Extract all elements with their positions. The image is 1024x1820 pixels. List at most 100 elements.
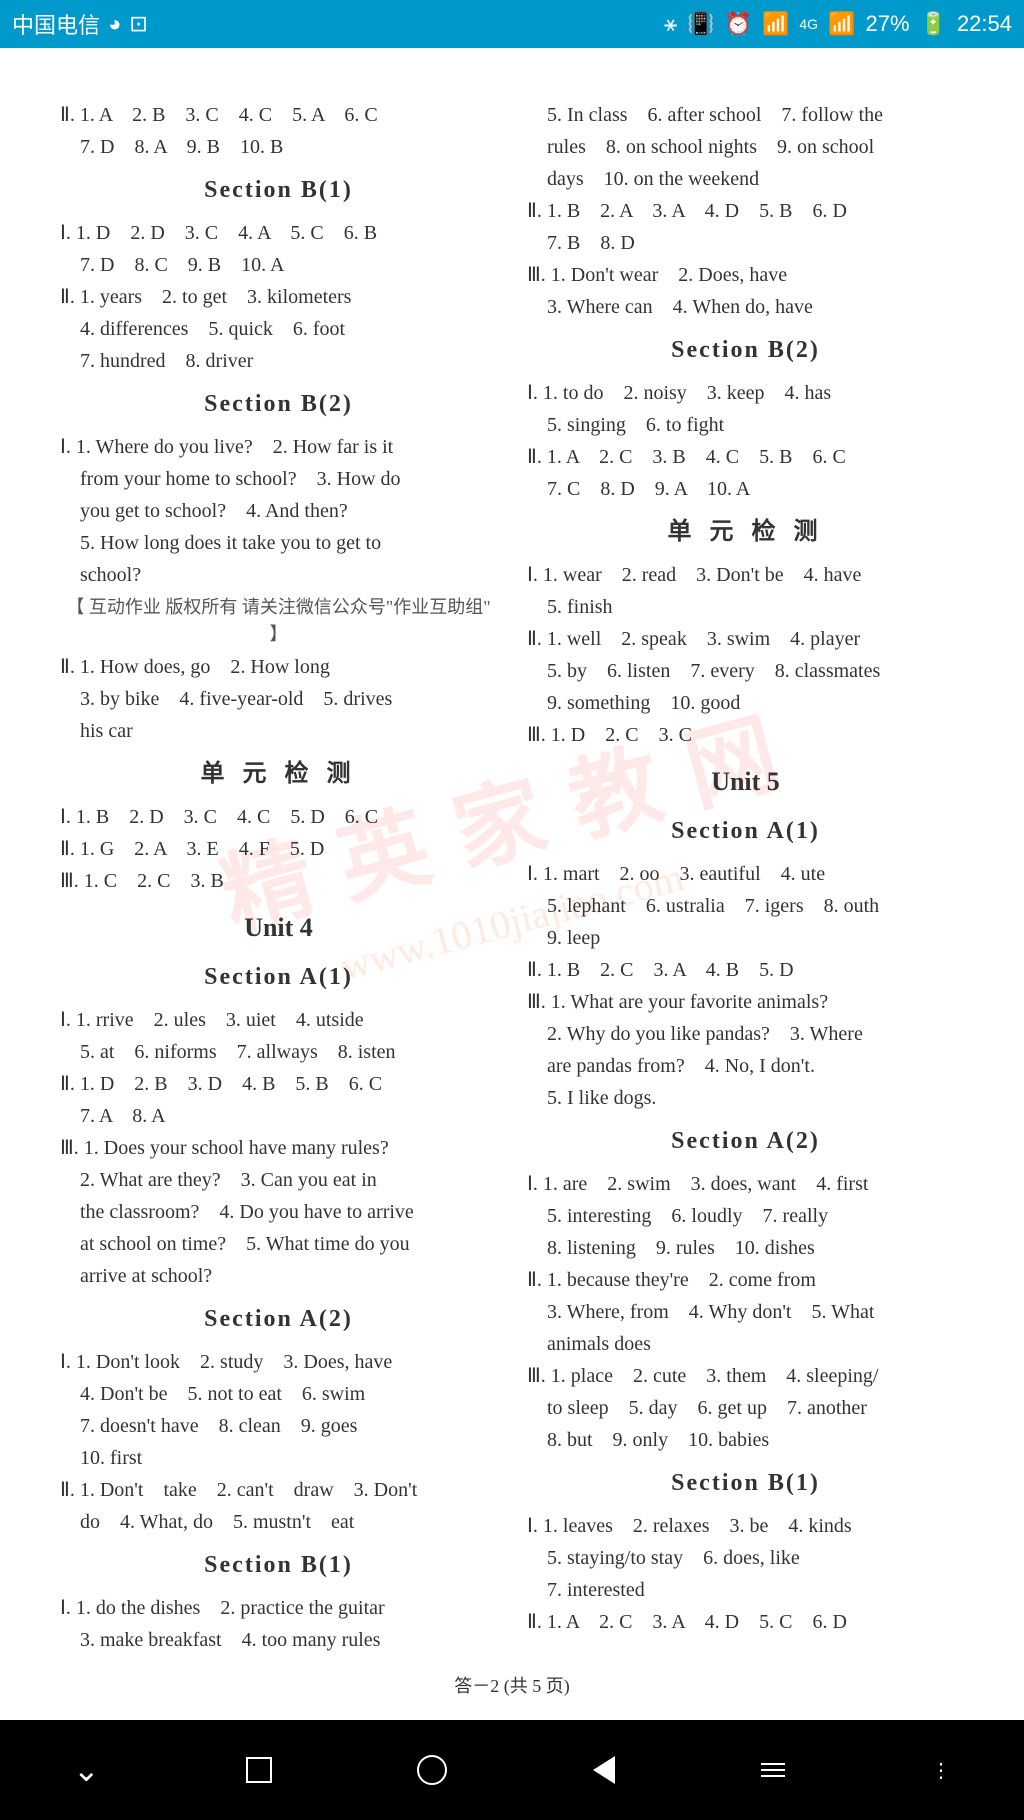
text-line: you get to school? 4. And then?: [60, 496, 497, 526]
text-line: 3. Where, from 4. Why don't 5. What: [527, 1297, 964, 1327]
unit-test-heading: 单 元 检 测: [527, 514, 964, 550]
text-line: 4. differences 5. quick 6. foot: [60, 314, 497, 344]
text-line: Ⅱ. 1. years 2. to get 3. kilometers: [60, 282, 497, 312]
nav-back-button[interactable]: [593, 1756, 615, 1784]
nav-home-button[interactable]: [417, 1755, 447, 1785]
section-heading: Section A(1): [527, 813, 964, 849]
unit-test-heading: 单 元 检 测: [60, 756, 497, 792]
section-heading: Section B(1): [60, 172, 497, 208]
copyright-watermark: 【 互动作业 版权所有 请关注微信公众号"作业互助组" 】: [60, 594, 497, 648]
text-line: Ⅲ. 1. place 2. cute 3. them 4. sleeping/: [527, 1361, 964, 1391]
text-line: school?: [60, 560, 497, 590]
section-heading: Section B(1): [60, 1547, 497, 1583]
battery-icon: 🔋: [920, 11, 947, 37]
text-line: 9. leep: [527, 923, 964, 953]
text-line: 5. In class 6. after school 7. follow th…: [527, 100, 964, 130]
text-line: Ⅰ. 1. rrive 2. ules 3. uiet 4. utside: [60, 1005, 497, 1035]
text-line: 4. Don't be 5. not to eat 6. swim: [60, 1379, 497, 1409]
text-line: 7. D 8. C 9. B 10. A: [60, 250, 497, 280]
text-line: Ⅰ. 1. Don't look 2. study 3. Does, have: [60, 1347, 497, 1377]
text-line: 5. I like dogs.: [527, 1083, 964, 1113]
text-line: Ⅱ. 1. because they're 2. come from: [527, 1265, 964, 1295]
text-line: Ⅱ. 1. A 2. C 3. A 4. D 5. C 6. D: [527, 1607, 964, 1637]
signal-icon: 📶: [828, 11, 855, 37]
text-line: Ⅱ. 1. How does, go 2. How long: [60, 652, 497, 682]
right-column: 5. In class 6. after school 7. follow th…: [527, 98, 964, 1657]
text-line: Ⅰ. 1. wear 2. read 3. Don't be 4. have: [527, 560, 964, 590]
vibrate-icon: 📳: [687, 11, 714, 37]
wifi-icon: 📶: [762, 11, 789, 37]
text-line: Ⅰ. 1. mart 2. oo 3. eautiful 4. ute: [527, 859, 964, 889]
text-line: 3. Where can 4. When do, have: [527, 292, 964, 322]
text-line: 5. at 6. niforms 7. allways 8. isten: [60, 1037, 497, 1067]
section-heading: Section B(2): [60, 386, 497, 422]
section-heading: Section B(1): [527, 1465, 964, 1501]
text-line: Ⅰ. 1. Where do you live? 2. How far is i…: [60, 432, 497, 462]
text-line: from your home to school? 3. How do: [60, 464, 497, 494]
text-line: 5. lephant 6. ustralia 7. igers 8. outh: [527, 891, 964, 921]
clock-time: 22:54: [957, 11, 1012, 37]
text-line: 7. A 8. A: [60, 1101, 497, 1131]
text-line: 2. What are they? 3. Can you eat in: [60, 1165, 497, 1195]
text-line: Ⅱ. 1. B 2. A 3. A 4. D 5. B 6. D: [527, 196, 964, 226]
section-heading: Section A(2): [60, 1301, 497, 1337]
text-line: Ⅲ. 1. What are your favorite animals?: [527, 987, 964, 1017]
section-heading: Section A(1): [60, 959, 497, 995]
text-line: 7. B 8. D: [527, 228, 964, 258]
text-line: Ⅲ. 1. D 2. C 3. C: [527, 720, 964, 750]
text-line: to sleep 5. day 6. get up 7. another: [527, 1393, 964, 1423]
text-line: do 4. What, do 5. mustn't eat: [60, 1507, 497, 1537]
text-line: Ⅰ. 1. to do 2. noisy 3. keep 4. has: [527, 378, 964, 408]
text-line: 3. make breakfast 4. too many rules: [60, 1625, 497, 1655]
nav-dropdown-icon[interactable]: ⌄: [73, 1751, 100, 1789]
text-line: Ⅱ. 1. D 2. B 3. D 4. B 5. B 6. C: [60, 1069, 497, 1099]
text-line: arrive at school?: [60, 1261, 497, 1291]
text-line: animals does: [527, 1329, 964, 1359]
text-line: Ⅰ. 1. are 2. swim 3. does, want 4. first: [527, 1169, 964, 1199]
text-line: Ⅱ. 1. well 2. speak 3. swim 4. player: [527, 624, 964, 654]
page-footer: 答－2 (共 5 页): [60, 1672, 964, 1698]
text-line: 5. finish: [527, 592, 964, 622]
text-line: 7. C 8. D 9. A 10. A: [527, 474, 964, 504]
text-line: 10. first: [60, 1443, 497, 1473]
text-line: Ⅲ. 1. Don't wear 2. Does, have: [527, 260, 964, 290]
carrier-label: 中国电信: [12, 8, 100, 40]
bluetooth-icon: ⚹: [664, 11, 677, 37]
text-line: are pandas from? 4. No, I don't.: [527, 1051, 964, 1081]
alarm-icon: ⏰: [725, 11, 752, 37]
text-line: Ⅱ. 1. G 2. A 3. E 4. F 5. D: [60, 834, 497, 864]
text-line: his car: [60, 716, 497, 746]
nav-more-icon[interactable]: ⋮: [931, 1758, 951, 1783]
text-line: 5. by 6. listen 7. every 8. classmates: [527, 656, 964, 686]
text-line: 7. interested: [527, 1575, 964, 1605]
text-line: 5. staying/to stay 6. does, like: [527, 1543, 964, 1573]
section-heading: Section B(2): [527, 332, 964, 368]
text-line: Ⅰ. 1. B 2. D 3. C 4. C 5. D 6. C: [60, 802, 497, 832]
battery-percent: 27%: [865, 11, 909, 37]
text-line: 7. D 8. A 9. B 10. B: [60, 132, 497, 162]
android-nav-bar: ⌄ ⋮: [0, 1720, 1024, 1820]
text-line: 5. singing 6. to fight: [527, 410, 964, 440]
left-column: Ⅱ. 1. A 2. B 3. C 4. C 5. A 6. C 7. D 8.…: [60, 98, 497, 1657]
text-line: Ⅲ. 1. C 2. C 3. B: [60, 866, 497, 896]
android-status-bar: 中国电信 ◕ ⊡ ⚹ 📳 ⏰ 📶 4G 📶 27% 🔋 22:54: [0, 0, 1024, 48]
text-line: Ⅰ. 1. leaves 2. relaxes 3. be 4. kinds: [527, 1511, 964, 1541]
text-line: Ⅰ. 1. D 2. D 3. C 4. A 5. C 6. B: [60, 218, 497, 248]
two-column-layout: Ⅱ. 1. A 2. B 3. C 4. C 5. A 6. C 7. D 8.…: [60, 98, 964, 1657]
text-line: days 10. on the weekend: [527, 164, 964, 194]
unit-heading: Unit 4: [60, 908, 497, 947]
text-line: 8. but 9. only 10. babies: [527, 1425, 964, 1455]
text-line: Ⅱ. 1. A 2. C 3. B 4. C 5. B 6. C: [527, 442, 964, 472]
text-line: 5. How long does it take you to get to: [60, 528, 497, 558]
status-right: ⚹ 📳 ⏰ 📶 4G 📶 27% 🔋 22:54: [664, 11, 1012, 37]
text-line: Ⅲ. 1. Does your school have many rules?: [60, 1133, 497, 1163]
section-heading: Section A(2): [527, 1123, 964, 1159]
nav-recent-button[interactable]: [246, 1757, 272, 1783]
text-line: at school on time? 5. What time do you: [60, 1229, 497, 1259]
nav-menu-button[interactable]: [761, 1759, 785, 1781]
text-line: Ⅱ. 1. B 2. C 3. A 4. B 5. D: [527, 955, 964, 985]
signal-4g: 4G: [799, 16, 818, 32]
unit-heading: Unit 5: [527, 762, 964, 801]
text-line: 2. Why do you like pandas? 3. Where: [527, 1019, 964, 1049]
text-line: rules 8. on school nights 9. on school: [527, 132, 964, 162]
